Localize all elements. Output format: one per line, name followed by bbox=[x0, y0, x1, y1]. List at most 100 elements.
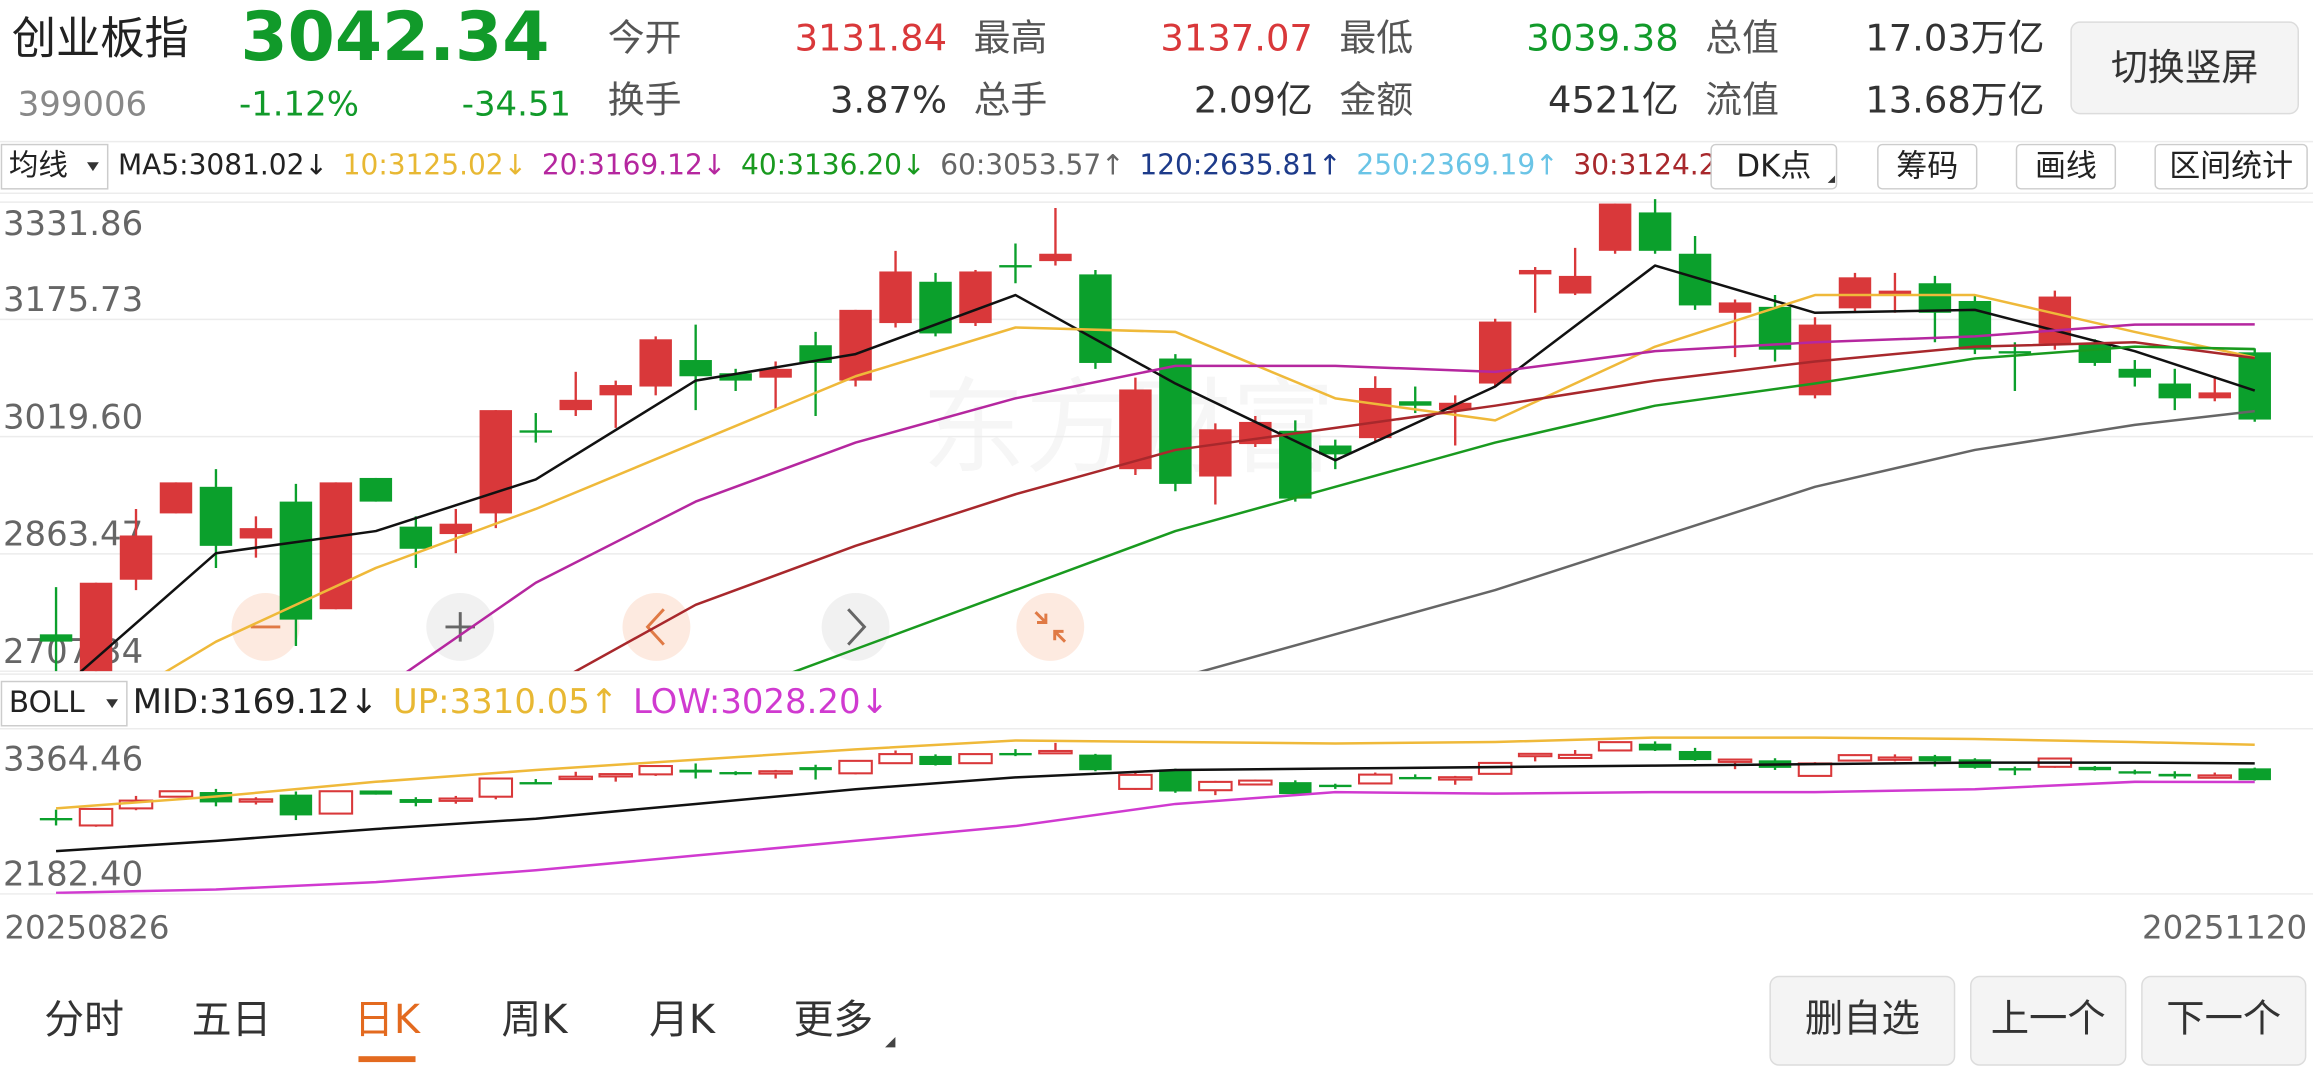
stat-value: 13.68万亿 bbox=[1865, 78, 2044, 121]
toolbar-button[interactable]: 画线 bbox=[2015, 143, 2117, 190]
candle-body bbox=[439, 523, 473, 535]
button-bg[interactable] bbox=[2070, 21, 2299, 115]
right-icon[interactable] bbox=[847, 608, 867, 646]
candle-body bbox=[119, 535, 153, 580]
candle-body bbox=[719, 373, 752, 381]
candle-body bbox=[158, 790, 194, 798]
candle-body bbox=[318, 790, 354, 815]
candle-body bbox=[799, 767, 832, 771]
stat-value: 2.09亿 bbox=[1194, 78, 1313, 121]
candle-body bbox=[1878, 290, 1912, 296]
candle-body bbox=[638, 765, 673, 776]
button-bg[interactable] bbox=[1769, 975, 1956, 1066]
toolbar-button[interactable]: 筹码 bbox=[1877, 143, 1978, 190]
candle-body bbox=[519, 782, 552, 785]
selector-label[interactable]: BOLL bbox=[9, 685, 85, 719]
ma-selector[interactable]: 均线 bbox=[0, 143, 109, 190]
candle-body bbox=[1517, 752, 1553, 758]
y-tick-label: 3364.46 bbox=[3, 740, 143, 779]
index-name: 创业板指 bbox=[12, 13, 189, 64]
tab[interactable]: 月K bbox=[649, 997, 716, 1043]
collapse[interactable] bbox=[1016, 593, 1085, 661]
index-code: 399006 bbox=[18, 85, 147, 124]
change: -34.51 bbox=[462, 85, 571, 124]
candle-body bbox=[558, 775, 594, 781]
candle-body bbox=[758, 770, 793, 775]
button-bg[interactable] bbox=[1877, 143, 1978, 190]
dropdown-arrow[interactable] bbox=[1827, 175, 1836, 183]
button-bg[interactable] bbox=[2141, 975, 2307, 1066]
candle-body bbox=[1998, 351, 2032, 354]
tab[interactable]: 更多 bbox=[794, 997, 874, 1043]
candle-body bbox=[878, 753, 913, 765]
candle-body bbox=[1359, 387, 1392, 439]
button-bg[interactable] bbox=[1710, 143, 1838, 190]
candle-body bbox=[1437, 776, 1473, 781]
candle-body bbox=[1597, 741, 1633, 752]
rotate-button[interactable]: 切换竖屏 bbox=[2070, 21, 2299, 115]
x-date-label: 20250826 bbox=[4, 908, 169, 946]
action-button[interactable]: 删自选 bbox=[1769, 975, 1956, 1066]
tab[interactable]: 周K bbox=[502, 997, 569, 1043]
button-label[interactable]: 下一个 bbox=[2166, 996, 2281, 1041]
legend-item: MA5:3081.02↓ bbox=[118, 149, 328, 182]
more-arrow[interactable] bbox=[885, 1037, 896, 1048]
toolbar-button[interactable]: 区间统计 bbox=[2154, 143, 2308, 190]
candle-body bbox=[1399, 401, 1432, 406]
candle-body bbox=[759, 368, 792, 378]
toolbar-button[interactable]: DK点 bbox=[1710, 143, 1838, 190]
candle-body bbox=[1279, 782, 1312, 795]
candle-body bbox=[279, 501, 313, 620]
selector-bg[interactable] bbox=[0, 680, 128, 727]
button-label[interactable]: DK点 bbox=[1736, 149, 1811, 185]
candle-body bbox=[838, 759, 873, 775]
candle-body bbox=[479, 410, 513, 514]
left-icon[interactable] bbox=[645, 608, 665, 646]
stat-value: 4521亿 bbox=[1548, 78, 1679, 121]
button-label[interactable]: 筹码 bbox=[1896, 149, 1958, 185]
button-label[interactable]: 区间统计 bbox=[2169, 149, 2293, 185]
button-label[interactable]: 上一个 bbox=[1991, 996, 2106, 1041]
button-label[interactable]: 删自选 bbox=[1805, 996, 1920, 1041]
candle-body bbox=[478, 777, 514, 798]
button-label[interactable]: 切换竖屏 bbox=[2111, 46, 2258, 89]
candle-body bbox=[1159, 358, 1192, 484]
tab-underline bbox=[358, 1056, 416, 1063]
stat-label: 流值 bbox=[1705, 78, 1779, 121]
candle-body bbox=[1079, 754, 1112, 771]
tab[interactable]: 日K bbox=[354, 997, 421, 1043]
candle-body bbox=[1918, 283, 1952, 313]
scroll-right[interactable] bbox=[821, 593, 890, 661]
candle-body bbox=[159, 482, 193, 514]
y-tick-label: 3331.86 bbox=[3, 204, 143, 243]
tab[interactable]: 五日 bbox=[192, 997, 272, 1043]
button-bg[interactable] bbox=[1970, 975, 2127, 1066]
button-bg[interactable] bbox=[2154, 143, 2308, 190]
candle-body bbox=[1678, 750, 1712, 761]
boll-selector[interactable]: BOLL bbox=[0, 680, 128, 727]
legend-item: 250:2369.19↑ bbox=[1356, 149, 1558, 182]
action-button[interactable]: 下一个 bbox=[2141, 975, 2307, 1066]
candle-body bbox=[2158, 773, 2192, 777]
candle-body bbox=[1558, 275, 1592, 294]
stat-value: 3039.38 bbox=[1526, 16, 1678, 59]
button-label[interactable]: 画线 bbox=[2035, 149, 2097, 185]
change-pct: -1.12% bbox=[239, 85, 359, 124]
candle-body bbox=[438, 797, 474, 802]
candle-body bbox=[1199, 429, 1232, 477]
dropdown-arrow[interactable] bbox=[106, 699, 119, 709]
action-button[interactable]: 上一个 bbox=[1970, 975, 2127, 1066]
y-tick-label: 2707.34 bbox=[3, 632, 143, 671]
legend-item: 60:3053.57↑ bbox=[940, 149, 1124, 182]
selector-label[interactable]: 均线 bbox=[9, 148, 68, 182]
candle-body bbox=[1159, 769, 1192, 792]
indicator-line bbox=[792, 345, 2255, 672]
collapse-icon[interactable] bbox=[1034, 611, 1067, 643]
candle-body bbox=[2197, 774, 2233, 779]
candle-body bbox=[639, 339, 672, 387]
candle-body bbox=[599, 385, 632, 396]
button-bg[interactable] bbox=[2015, 143, 2117, 190]
dropdown-arrow[interactable] bbox=[87, 162, 99, 172]
tab[interactable]: 分时 bbox=[44, 997, 124, 1043]
